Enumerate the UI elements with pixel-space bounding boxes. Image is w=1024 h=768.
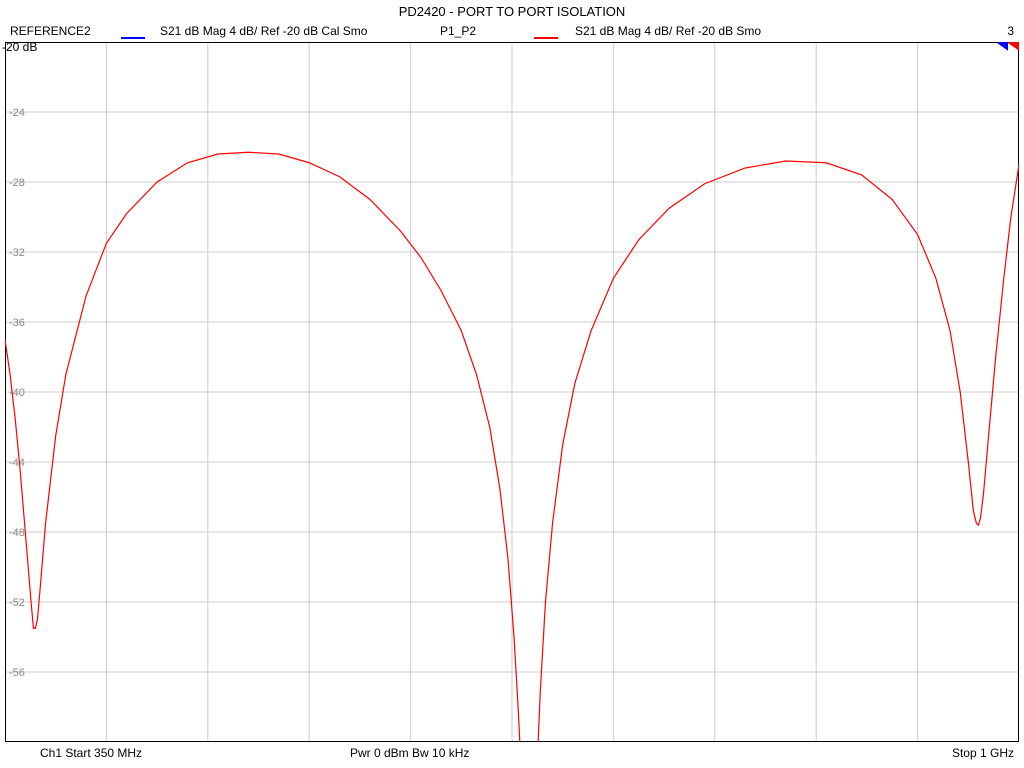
legend-marker-num: 3 [1007,24,1014,38]
ref-level-label: -20 dB [2,40,37,54]
svg-text:-32: -32 [9,247,25,259]
svg-text:-28: -28 [9,177,25,189]
legend-row: REFERENCE2 S21 dB Mag 4 dB/ Ref -20 dB C… [0,24,1024,40]
plot-svg: -24-28-32-36-40-44-48-52-56 [5,42,1019,742]
legend-p1p2-label: P1_P2 [440,24,476,38]
svg-text:-56: -56 [9,667,25,679]
legend-ref-label: REFERENCE2 [10,24,91,38]
footer-stop: Stop 1 GHz [952,746,1014,760]
svg-text:-44: -44 [9,457,25,469]
footer-ch-start: Ch1 Start 350 MHz [40,746,142,760]
footer-row: Ch1 Start 350 MHz Pwr 0 dBm Bw 10 kHz St… [0,746,1024,762]
svg-text:-24: -24 [9,107,25,119]
svg-text:-52: -52 [9,597,25,609]
plot-area: -24-28-32-36-40-44-48-52-56 [5,42,1019,742]
svg-text:-48: -48 [9,527,25,539]
footer-pwr-bw: Pwr 0 dBm Bw 10 kHz [350,746,469,760]
svg-text:-36: -36 [9,317,25,329]
chart-title: PD2420 - PORT TO PORT ISOLATION [0,4,1024,19]
legend-p1p2-text: S21 dB Mag 4 dB/ Ref -20 dB Smo [575,24,761,38]
legend-ref-text: S21 dB Mag 4 dB/ Ref -20 dB Cal Smo [160,24,367,38]
